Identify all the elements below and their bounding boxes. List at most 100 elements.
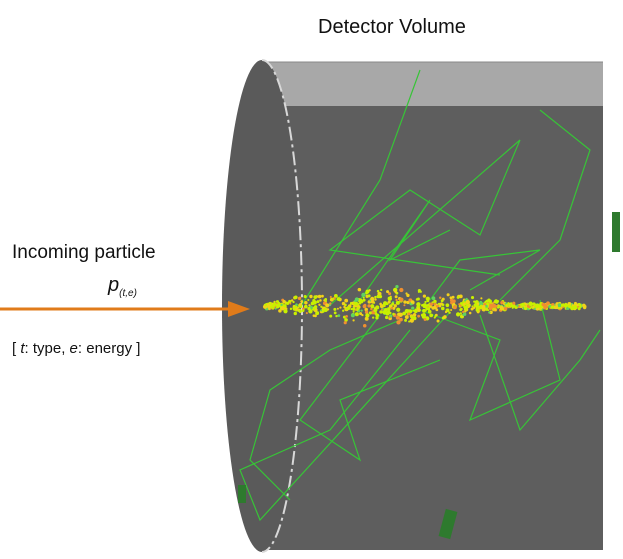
shower-dot — [367, 304, 371, 308]
shower-dot — [339, 306, 342, 309]
shower-dot — [485, 304, 488, 308]
shower-dot — [426, 307, 431, 311]
shower-dot — [363, 303, 367, 307]
shower-dot — [445, 303, 450, 308]
shower-dot — [384, 307, 388, 312]
shower-dot — [479, 300, 483, 304]
hit-block — [238, 485, 246, 503]
shower-dot — [512, 304, 515, 307]
shower-dot — [316, 300, 320, 304]
shower-dot — [546, 301, 550, 306]
shower-dot — [444, 310, 448, 314]
shower-dot — [374, 298, 377, 301]
shower-dot — [354, 312, 359, 317]
shower-dot — [458, 303, 461, 306]
shower-dot — [389, 314, 393, 318]
shower-dot — [505, 303, 509, 308]
shower-dot — [370, 296, 375, 301]
track — [419, 299, 561, 422]
shower-dot — [357, 287, 362, 292]
shower-dot — [416, 307, 419, 310]
shower-dot — [577, 307, 581, 311]
shower-dot — [391, 302, 395, 306]
track — [239, 311, 451, 522]
shower-dot — [350, 313, 355, 318]
shower-dot — [422, 308, 426, 313]
shower-dot — [365, 289, 370, 294]
shower-dot — [298, 309, 302, 313]
shower-dot — [329, 302, 332, 305]
shower-dot — [433, 299, 437, 304]
shower-dot — [301, 309, 305, 313]
shower-dot — [406, 293, 410, 298]
shower-dot — [392, 306, 396, 310]
shower-dot — [386, 290, 390, 294]
particle-symbol: p(t,e) — [108, 274, 137, 299]
shower-dot — [582, 305, 587, 310]
shower-dot — [488, 305, 493, 310]
shower-dot — [465, 297, 468, 301]
shower-dot — [299, 302, 303, 306]
shower-dot — [402, 311, 406, 316]
shower-dot — [293, 295, 298, 300]
shower-dot — [313, 295, 318, 299]
shower-dot — [373, 308, 378, 313]
shower-dot — [436, 319, 440, 323]
shower-dot — [361, 313, 364, 317]
track — [328, 139, 521, 306]
shower-dot — [359, 312, 363, 316]
shower-dot — [307, 298, 310, 302]
shower-dot — [555, 304, 559, 308]
shower-dot — [361, 292, 366, 298]
shower-dot — [387, 296, 392, 301]
shower-dot — [280, 303, 283, 307]
shower-dot — [429, 313, 434, 318]
shower-dot — [481, 305, 486, 309]
shower-dot — [408, 320, 411, 323]
shower-dot — [459, 308, 463, 312]
shower-dot — [433, 302, 436, 306]
shower-dot — [312, 300, 317, 305]
shower-dot — [463, 307, 468, 312]
shower-dot — [465, 300, 470, 305]
shower-dot — [282, 300, 286, 304]
particle-legend: [ t: type, e: energy ] — [12, 340, 140, 357]
shower-dot — [534, 304, 539, 309]
shower-dot — [416, 302, 421, 307]
shower-dot — [480, 297, 483, 300]
shower-dot — [319, 299, 322, 302]
shower-dot — [503, 306, 508, 311]
shower-dot — [364, 316, 369, 321]
shower-dot — [283, 309, 288, 314]
shower-dot — [312, 314, 316, 317]
shower-dot — [308, 309, 313, 314]
shower-dot — [399, 297, 404, 302]
shower-dot — [276, 300, 280, 303]
shower-dot — [341, 301, 346, 306]
shower-dot — [500, 300, 504, 305]
shower-dot — [412, 313, 417, 317]
subscript: (t,e) — [119, 288, 137, 299]
shower-dot — [473, 303, 478, 308]
shower-dot — [370, 304, 375, 309]
shower-dot — [396, 307, 401, 312]
shower-dot — [335, 314, 338, 318]
shower-dot — [387, 300, 391, 304]
shower-dot — [456, 295, 460, 299]
shower-dot — [440, 306, 445, 311]
shower-dot — [406, 300, 410, 305]
shower-dot — [557, 303, 562, 308]
legend-var: e — [69, 340, 78, 357]
shower-dot — [305, 302, 308, 305]
shower-dot — [476, 302, 480, 306]
shower-dot — [573, 305, 578, 310]
shower-dot — [292, 300, 295, 304]
shower-dot — [344, 298, 349, 303]
shower-dot — [383, 301, 388, 306]
shower-dot — [375, 316, 379, 320]
shower-dot — [300, 300, 304, 303]
shower-dot — [459, 312, 462, 315]
shower-dot — [346, 306, 351, 311]
shower-dot — [320, 309, 323, 312]
